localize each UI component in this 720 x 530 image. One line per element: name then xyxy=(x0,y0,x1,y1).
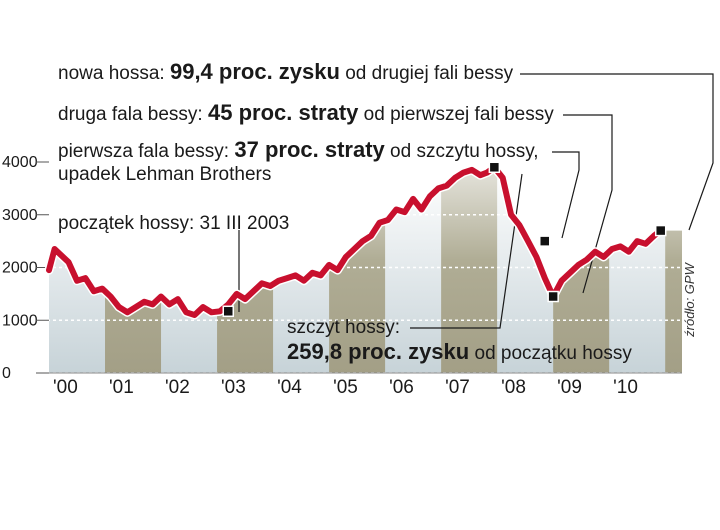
annotation-bull-peak-value: 259,8 proc. zysku xyxy=(287,339,469,364)
annotation-bull-peak: 259,8 proc. zysku od początku hossy xyxy=(287,339,632,364)
y-tick-label: 1000 xyxy=(2,312,38,329)
annotation-new-bull-market-prefix: nowa hossa: xyxy=(58,63,170,84)
annotation-first-bear-wave-prefix: pierwsza fala bessy: xyxy=(58,141,234,162)
event-marker xyxy=(222,305,235,318)
x-tick-label: '07 xyxy=(445,377,470,398)
year-band xyxy=(553,167,610,373)
event-marker xyxy=(539,235,551,247)
y-tick-label: 0 xyxy=(2,365,11,382)
y-axis: 0 1000 2000 3000 4000 xyxy=(2,154,49,382)
x-tick-label: '09 xyxy=(557,377,582,398)
leader-line xyxy=(552,151,580,239)
year-band xyxy=(665,167,682,373)
annotation-new-bull-market-value: 99,4 proc. zysku xyxy=(170,59,340,84)
x-tick-label: '02 xyxy=(165,377,190,398)
y-tick-label: 4000 xyxy=(2,154,38,171)
annotation-new-bull-market-suffix: od drugiej fali bessy xyxy=(340,63,514,84)
annotation-first-bear-wave: pierwsza fala bessy: 37 proc. straty od … xyxy=(58,137,539,162)
annotation-first-bear-wave-suffix: od szczytu hossy, xyxy=(385,141,539,162)
x-tick-label: '08 xyxy=(501,377,526,398)
annotation-first-bear-wave-value: 37 proc. straty xyxy=(234,137,385,162)
series-line xyxy=(46,164,664,318)
event-marker xyxy=(547,290,559,303)
x-axis: '00 '01 '02 '03 '04 '05 '06 '07 '08 '09 '10 xyxy=(49,372,682,398)
y-tick-label: 2000 xyxy=(2,260,38,277)
leader-line xyxy=(563,114,613,294)
y-tick-label: 3000 xyxy=(2,207,38,224)
x-tick-label: '04 xyxy=(277,377,302,398)
x-tick-label: '10 xyxy=(613,377,638,398)
annotation-second-bear-wave-value: 45 proc. straty xyxy=(208,100,359,125)
x-tick-label: '01 xyxy=(109,377,134,398)
annotation-bull-peak-suffix: od początku hossy xyxy=(469,343,632,364)
year-band xyxy=(441,167,498,373)
event-markers xyxy=(222,161,667,318)
x-tick-label: '06 xyxy=(389,377,414,398)
annotation-second-bear-wave: druga fala bessy: 45 proc. straty od pie… xyxy=(58,100,554,125)
annotation-first-bear-wave-line2: upadek Lehman Brothers xyxy=(58,164,271,185)
annotation-second-bear-wave-suffix: od pierwszej fali bessy xyxy=(358,104,554,125)
x-tick-label: '03 xyxy=(221,377,246,398)
x-tick-label: '00 xyxy=(53,377,78,398)
annotation-second-bear-wave-prefix: druga fala bessy: xyxy=(58,104,208,125)
leader-line xyxy=(520,73,714,231)
source-label: źródło: GPW xyxy=(682,261,697,337)
annotation-bull-start: początek hossy: 31 III 2003 xyxy=(58,213,289,234)
event-marker xyxy=(654,224,667,237)
event-marker xyxy=(488,161,501,174)
x-tick-label: '05 xyxy=(333,377,358,398)
annotation-bull-peak-line1: szczyt hossy: xyxy=(287,317,400,338)
series-line xyxy=(44,162,666,320)
annotation-new-bull-market: nowa hossa: 99,4 proc. zysku od drugiej … xyxy=(58,59,514,84)
